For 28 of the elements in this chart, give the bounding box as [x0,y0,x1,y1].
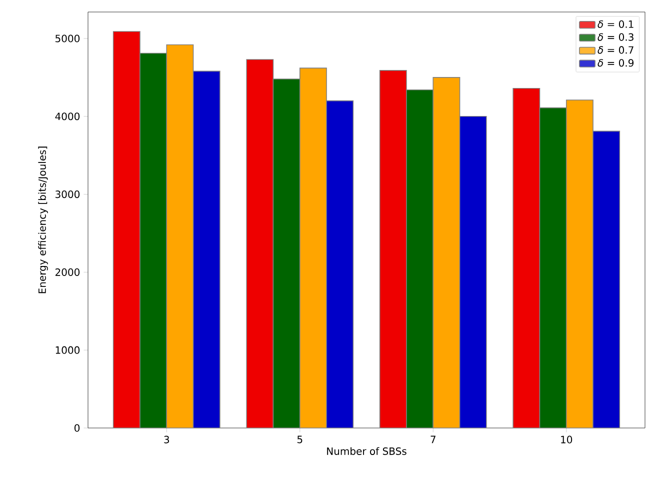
bar [166,44,194,428]
x-tick-label: 3 [164,436,170,444]
y-tick-label: 3000 [56,190,80,198]
bar [299,68,327,428]
x-tick-label: 5 [297,436,302,444]
x-tick-label: 10 [561,436,572,444]
y-tick-label: 4000 [55,112,80,120]
y-tick-label: 1000 [56,346,80,354]
bar [379,70,407,428]
x-tick-label: 7 [430,436,436,444]
bar [272,78,300,428]
bar [539,107,567,428]
bar [512,88,540,428]
y-axis-title: Energy efficiency [bits/Joules] [38,146,48,294]
bar [432,77,460,428]
x-axis-title: Number of SBSs [327,447,406,455]
legend-label: δ = 0.9 [598,59,634,67]
bar [140,52,168,428]
y-tick-label: 0 [74,424,80,432]
bar [406,89,434,428]
bar [566,100,594,428]
y-tick-label: 2000 [55,268,80,276]
bar [246,59,274,428]
legend-label: δ = 0.3 [598,33,634,41]
y-tick-label: 5000 [56,34,80,42]
legend-label: δ = 0.7 [598,46,634,54]
bar [112,31,140,428]
legend-label: δ = 0.1 [598,20,634,28]
